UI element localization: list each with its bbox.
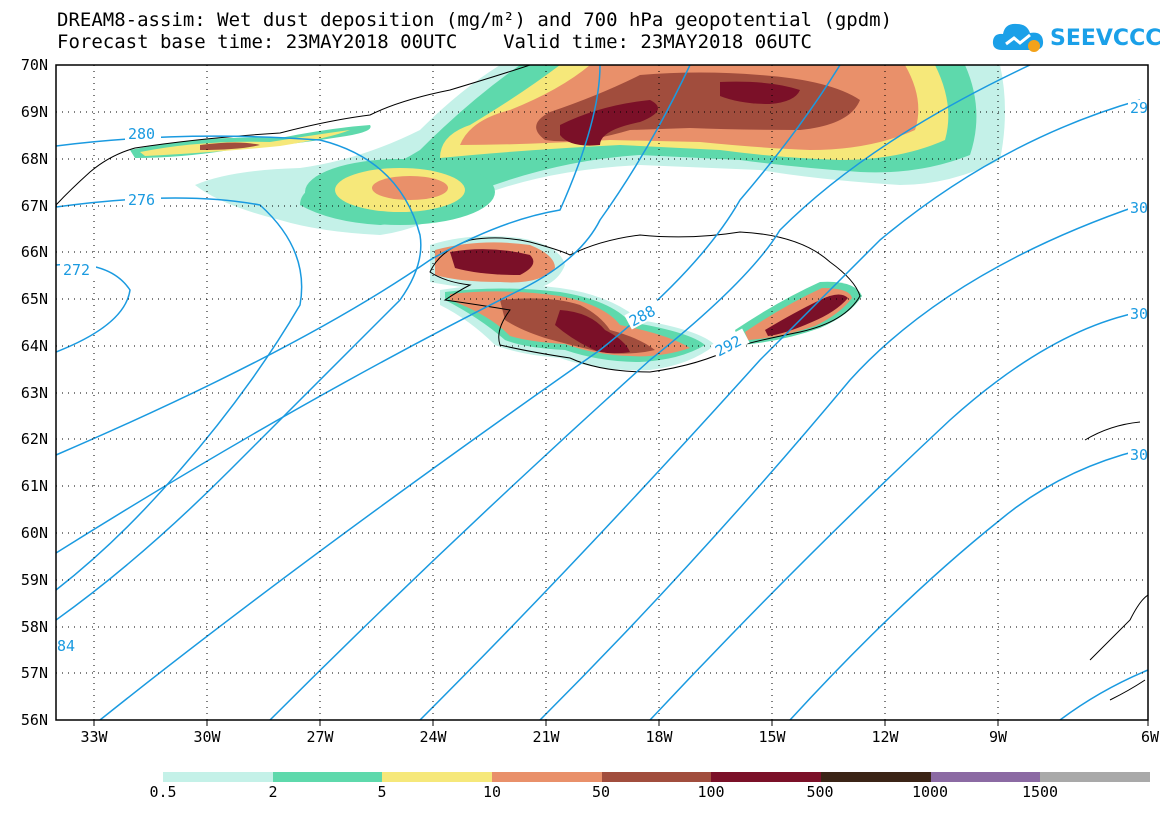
lat-label: 62N	[21, 430, 48, 448]
contour-line	[419, 99, 1141, 720]
dust-area-north-dark	[720, 81, 800, 104]
contour-label: 276	[128, 191, 155, 209]
lat-label: 60N	[21, 524, 48, 542]
lat-label: 57N	[21, 664, 48, 682]
dust-deposition-layer	[56, 65, 1148, 701]
contour-labels: 280 276 272 288 292 29 30 30 30 84	[56, 99, 1148, 655]
seevccc-logo: SEEVCCC	[990, 16, 1162, 60]
colorbar-swatch	[272, 772, 383, 782]
contour-line	[56, 65, 691, 554]
contour-line	[539, 204, 1141, 720]
contour-line	[649, 311, 1141, 720]
lat-label: 63N	[21, 384, 48, 402]
contour-line	[99, 65, 841, 720]
contour-label: 30	[1130, 305, 1148, 323]
contour-label: 29	[1130, 99, 1148, 117]
lon-label: 24W	[419, 728, 447, 746]
plot-frame	[55, 64, 1149, 721]
colorbar-swatch	[163, 772, 273, 782]
contour-line	[269, 65, 1031, 720]
contour-line	[1059, 669, 1148, 720]
colorbar-label: 500	[806, 783, 834, 801]
dust-area-north-dark-2	[560, 100, 658, 146]
colorbar-swatch	[601, 772, 712, 782]
colorbar-label: 10	[482, 783, 502, 801]
cloud-logo-icon	[992, 23, 1044, 52]
greenland-coastline	[56, 65, 531, 206]
dust-area-southwest-core	[555, 310, 630, 354]
lon-label: 6W	[1141, 728, 1160, 746]
colorbar-swatch	[382, 772, 493, 782]
lon-label: 9W	[989, 728, 1008, 746]
iceland-coastline	[429, 231, 861, 373]
lon-label: 27W	[306, 728, 334, 746]
contour-label: 280	[128, 125, 155, 143]
dust-streak-greenland-orange	[200, 142, 260, 150]
map-subtitle: Forecast base time: 23MAY2018 00UTC Vali…	[57, 31, 812, 53]
longitude-labels: 33W 30W 27W 24W 21W 18W 15W 12W 9W 6W	[80, 728, 1160, 746]
colorbar-label: 5	[377, 783, 387, 801]
lat-label: 65N	[21, 290, 48, 308]
contour-label: 272	[63, 261, 90, 279]
gridlines	[56, 65, 1148, 720]
colorbar-swatch	[1040, 772, 1151, 782]
colorbar-label: 0.5	[149, 783, 177, 801]
logo-text: SEEVCCC	[1050, 26, 1162, 51]
lat-label: 67N	[21, 197, 48, 215]
geopotential-contours	[56, 65, 1148, 720]
lon-label: 21W	[532, 728, 560, 746]
lat-label: 58N	[21, 618, 48, 636]
dust-area-westfjords-core	[450, 249, 534, 275]
latitude-labels: 70N 69N 68N 67N 66N 65N 64N 63N 62N 61N …	[21, 56, 48, 729]
contour-line	[789, 449, 1141, 720]
dust-blob-67n-orange	[372, 176, 448, 200]
lat-label: 70N	[21, 56, 48, 74]
colorbar-label: 1000	[911, 783, 949, 801]
colorbar-label: 2	[268, 783, 278, 801]
lat-label: 56N	[21, 711, 48, 729]
contour-label: 30	[1130, 199, 1148, 217]
axis-ticks	[93, 720, 1149, 726]
colorbar-label: 100	[697, 783, 725, 801]
dust-area-southeast-core	[765, 294, 848, 336]
lon-label: 15W	[758, 728, 786, 746]
contour-label: 30	[1130, 446, 1148, 464]
lon-label: 33W	[80, 728, 108, 746]
norway-coastline	[1084, 421, 1148, 701]
lat-label: 68N	[21, 150, 48, 168]
colorbar-label: 50	[591, 783, 611, 801]
lat-label: 69N	[21, 103, 48, 121]
colorbar-swatch	[930, 772, 1041, 782]
colorbar-swatch	[821, 772, 931, 782]
contour-line	[56, 197, 303, 591]
map-title: DREAM8-assim: Wet dust deposition (mg/m²…	[57, 9, 893, 31]
lon-label: 30W	[193, 728, 221, 746]
contour-line	[56, 135, 422, 621]
colorbar-swatch	[711, 772, 822, 782]
colorbar-swatch	[492, 772, 602, 782]
contour-label: 84	[57, 637, 75, 655]
contour-line	[56, 65, 601, 456]
lon-label: 18W	[645, 728, 673, 746]
colorbar	[163, 772, 1151, 782]
lat-label: 64N	[21, 337, 48, 355]
lat-label: 59N	[21, 571, 48, 589]
lat-label: 61N	[21, 477, 48, 495]
lat-label: 66N	[21, 243, 48, 261]
colorbar-label: 1500	[1021, 783, 1059, 801]
lon-label: 12W	[871, 728, 899, 746]
